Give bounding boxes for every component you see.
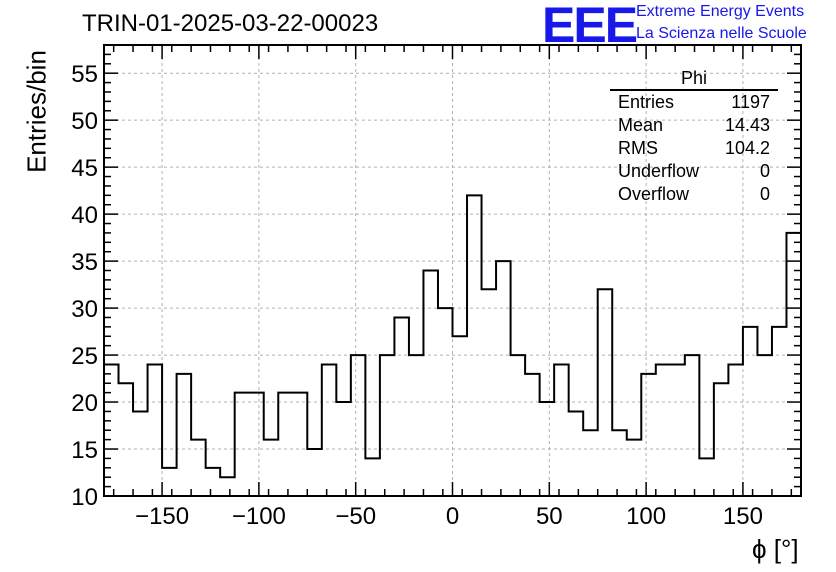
y-tick-label: 50 bbox=[71, 108, 98, 135]
stats-value: 0 bbox=[759, 184, 770, 204]
logo-line-2: La Scienza nelle Scuole bbox=[636, 25, 807, 42]
histogram-bin bbox=[699, 458, 714, 496]
stats-label: Overflow bbox=[618, 184, 690, 204]
stats-value: 1197 bbox=[731, 92, 770, 112]
y-tick-label: 25 bbox=[71, 343, 98, 370]
histogram-bin bbox=[511, 355, 526, 496]
x-axis-label: ϕ [°] bbox=[752, 534, 799, 564]
histogram-bin bbox=[656, 364, 671, 496]
stats-label: Underflow bbox=[618, 161, 700, 181]
histogram-bin bbox=[380, 355, 395, 496]
histogram-bin bbox=[307, 449, 322, 496]
histogram-bin bbox=[264, 440, 279, 496]
histogram-bin bbox=[177, 374, 192, 496]
histogram-bin bbox=[714, 383, 729, 496]
stats-label: Mean bbox=[618, 115, 664, 135]
histogram-bin bbox=[365, 458, 380, 496]
y-tick-label: 55 bbox=[71, 61, 98, 88]
histogram-bin bbox=[743, 327, 758, 496]
logo-line-1: Extreme Energy Events bbox=[636, 3, 805, 20]
histogram-bin bbox=[206, 468, 221, 496]
histogram-bin bbox=[612, 430, 627, 496]
histogram-bin bbox=[148, 364, 163, 496]
stats-row: RMS 104.2 bbox=[610, 137, 778, 160]
histogram-bin bbox=[496, 261, 511, 496]
y-tick-label: 35 bbox=[71, 249, 98, 276]
histogram-bin bbox=[728, 364, 743, 496]
histogram-bin bbox=[394, 317, 409, 496]
stats-label: Entries bbox=[618, 92, 675, 112]
x-tick-label: −150 bbox=[135, 503, 189, 530]
histogram-bin bbox=[772, 327, 787, 496]
stats-label: RMS bbox=[618, 138, 658, 158]
histogram-bin bbox=[409, 355, 424, 496]
histogram-bin bbox=[583, 430, 598, 496]
stats-title: Phi bbox=[610, 68, 778, 91]
histogram-bin bbox=[423, 271, 438, 497]
histogram-bin bbox=[525, 374, 540, 496]
stats-row: Entries 1197 bbox=[610, 91, 778, 114]
histogram-bin bbox=[220, 477, 235, 496]
x-tick-label: 150 bbox=[723, 503, 763, 530]
chart-title: TRIN-01-2025-03-22-00023 bbox=[82, 10, 379, 37]
histogram-bin bbox=[627, 440, 642, 496]
histogram-bin bbox=[757, 355, 772, 496]
stats-box: Phi Entries 1197 Mean 14.43 RMS 104.2 Un… bbox=[610, 68, 778, 206]
stats-value: 0 bbox=[759, 161, 770, 181]
x-tick-label: 100 bbox=[626, 503, 666, 530]
histogram-bin bbox=[554, 364, 569, 496]
histogram-bin bbox=[322, 364, 337, 496]
x-tick-label: −50 bbox=[335, 503, 376, 530]
histogram-bin bbox=[685, 355, 700, 496]
histogram-bin bbox=[162, 468, 177, 496]
histogram-bin bbox=[482, 289, 497, 496]
y-tick-label: 40 bbox=[71, 202, 98, 229]
eee-logo: EEE bbox=[542, 0, 638, 53]
histogram-bin bbox=[540, 402, 555, 496]
histogram-bin bbox=[598, 289, 613, 496]
histogram-bin bbox=[133, 411, 148, 496]
y-tick-label: 30 bbox=[71, 296, 98, 323]
histogram-bin bbox=[467, 195, 482, 496]
histogram-bin bbox=[351, 355, 366, 496]
y-tick-label: 45 bbox=[71, 155, 98, 182]
stats-value: 14.43 bbox=[724, 115, 770, 135]
stats-row: Overflow 0 bbox=[610, 183, 778, 206]
histogram-bin bbox=[249, 393, 264, 496]
x-tick-label: 50 bbox=[536, 503, 563, 530]
stats-row: Underflow 0 bbox=[610, 160, 778, 183]
histogram-bin bbox=[293, 393, 308, 496]
histogram-bin bbox=[119, 383, 134, 496]
histogram-outline bbox=[104, 194, 801, 479]
y-tick-label: 20 bbox=[71, 390, 98, 417]
histogram-bin bbox=[569, 411, 584, 496]
histogram-bin bbox=[453, 336, 468, 496]
histogram-bin bbox=[191, 440, 206, 496]
stats-row: Mean 14.43 bbox=[610, 114, 778, 137]
histogram-bin bbox=[641, 374, 656, 496]
y-tick-label: 15 bbox=[71, 437, 98, 464]
y-axis-label: Entries/bin bbox=[21, 50, 52, 173]
stats-value: 104.2 bbox=[724, 138, 770, 158]
histogram-bin bbox=[235, 393, 250, 496]
x-tick-label: 0 bbox=[446, 503, 459, 530]
x-tick-label: −100 bbox=[232, 503, 286, 530]
histogram-bin bbox=[278, 393, 293, 496]
y-tick-label: 10 bbox=[71, 484, 98, 511]
histogram-bin bbox=[670, 364, 685, 496]
